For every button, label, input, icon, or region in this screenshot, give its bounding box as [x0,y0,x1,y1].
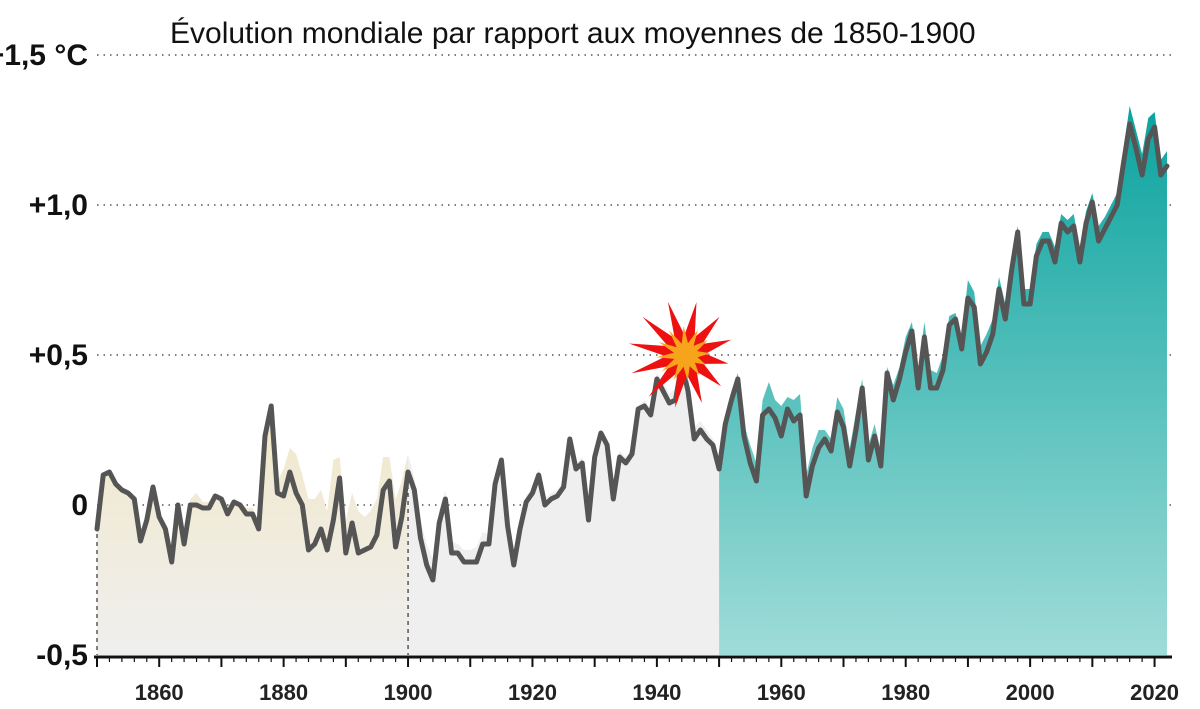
x-tick-label: 1860 [135,680,184,705]
x-tick-label: 1900 [384,680,433,705]
y-tick-label: +1,0 [29,189,88,222]
reference-period-area [97,406,409,655]
modern-period-area [719,106,1167,655]
annotations [628,301,732,408]
y-tick-label: +1,5 °C [0,39,88,72]
y-tick-label: +0,5 [29,339,88,372]
explosion-core-icon [656,326,711,382]
axes: +1,5 °C +1,0 +0,5 0 -0,5 1860 1880 1900 1920 1940… [0,39,1179,705]
x-tick-label: 1980 [881,680,930,705]
x-tick-label: 1920 [508,680,557,705]
reference-period-markers [96,477,409,655]
temperature-series-line [94,121,1170,583]
y-tick-label: 0 [71,489,88,522]
y-tick-label: -0,5 [36,639,88,672]
area-fills [97,106,1167,655]
x-tick-label: 1940 [632,680,681,705]
chart-title: Évolution mondiale par rapport aux moyen… [170,17,976,50]
x-tick-label: 1880 [259,680,308,705]
x-tick-label: 2000 [1006,680,1055,705]
interwar-period-area [408,358,720,655]
temperature-line [94,121,1170,583]
x-tick-label: 1960 [757,680,806,705]
x-tick-label: 2020 [1130,680,1179,705]
